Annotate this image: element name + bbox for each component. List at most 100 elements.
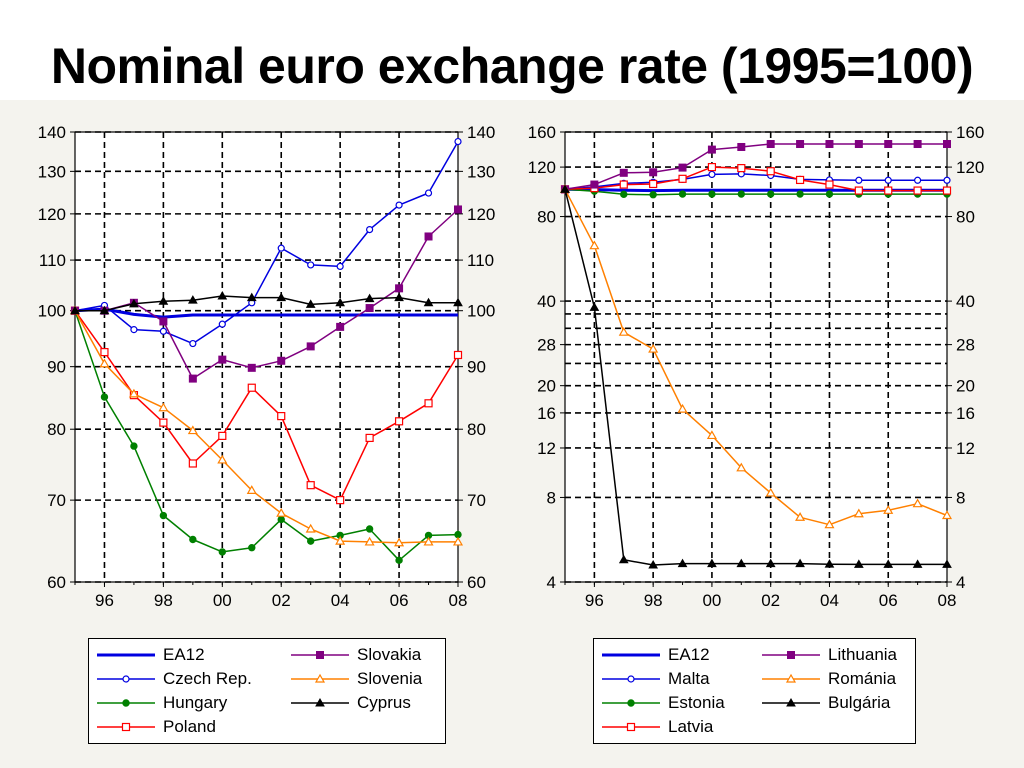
data-point-lithuania bbox=[854, 140, 863, 149]
right-chart-legend: EA12 Malta Estonia Latvia Lithuania Románia Bu… bbox=[593, 638, 916, 744]
y-tick-label-left: 140 bbox=[38, 123, 66, 142]
y-tick-label-left: 160 bbox=[528, 123, 556, 142]
series-line-malta bbox=[564, 173, 947, 191]
y-tick-label-right: 130 bbox=[467, 162, 495, 181]
data-point-romania bbox=[677, 403, 688, 413]
series-line-latvia bbox=[564, 166, 947, 192]
data-point-slovenia bbox=[423, 536, 434, 546]
legend-label: Poland bbox=[163, 717, 216, 736]
data-point-estonia bbox=[708, 190, 716, 198]
data-point-estonia bbox=[737, 190, 746, 198]
data-point-estonia bbox=[678, 190, 687, 198]
x-tick-label: 06 bbox=[879, 591, 898, 610]
legend-item-latvia: Latvia bbox=[600, 715, 713, 739]
legend-swatch bbox=[97, 699, 155, 707]
data-point-lithuania bbox=[825, 140, 834, 149]
data-point-poland bbox=[424, 399, 433, 408]
series-line-slovakia bbox=[75, 208, 459, 380]
data-point-bulgaria bbox=[824, 559, 835, 568]
data-point-czech-rep bbox=[218, 320, 226, 328]
series-slovenia bbox=[69, 305, 464, 547]
legend-marker bbox=[626, 722, 636, 732]
data-point-bulgaria bbox=[560, 184, 570, 193]
data-point-romania bbox=[589, 240, 600, 250]
y-tick-label-right: 80 bbox=[956, 208, 975, 227]
plot-frame bbox=[564, 131, 948, 583]
legend-item-hungary: Hungary bbox=[95, 691, 227, 715]
legend-marker bbox=[121, 722, 131, 732]
data-point-lithuania bbox=[796, 140, 805, 149]
series-line-romania bbox=[564, 188, 948, 526]
legend-item-cyprus: Cyprus bbox=[289, 691, 411, 715]
data-point-poland bbox=[336, 496, 345, 505]
legend-label: Lithuania bbox=[828, 645, 898, 664]
data-point-hungary bbox=[218, 548, 227, 556]
legend-label: Estonia bbox=[668, 693, 725, 712]
y-tick-label-left: 90 bbox=[47, 358, 66, 377]
data-point-slovenia bbox=[99, 358, 110, 368]
data-point-hungary bbox=[159, 511, 168, 520]
legend-label: Cyprus bbox=[357, 693, 411, 712]
legend-item-slovenia: Slovenia bbox=[289, 667, 422, 691]
data-point-malta bbox=[914, 176, 922, 184]
data-point-estonia bbox=[649, 190, 657, 199]
data-point-hungary bbox=[277, 515, 285, 524]
data-point-bulgaria bbox=[589, 302, 600, 311]
data-point-poland bbox=[277, 411, 286, 421]
data-point-poland bbox=[365, 433, 374, 443]
data-point-romania bbox=[853, 508, 864, 518]
data-point-czech-rep bbox=[277, 244, 285, 252]
data-point-lithuania bbox=[619, 168, 628, 177]
data-point-bulgaria bbox=[853, 559, 864, 568]
legend-marker bbox=[786, 697, 796, 707]
data-point-slovakia bbox=[247, 363, 256, 372]
data-point-latvia bbox=[678, 174, 687, 183]
y-tick-label-right: 90 bbox=[467, 358, 486, 377]
x-tick-label: 08 bbox=[449, 591, 468, 610]
data-point-romania bbox=[706, 430, 717, 440]
y-tick-label-right: 160 bbox=[956, 123, 984, 142]
data-point-lithuania bbox=[649, 168, 658, 177]
data-point-slovakia bbox=[336, 322, 345, 331]
y-tick-label-left: 20 bbox=[537, 377, 556, 396]
data-point-hungary bbox=[306, 537, 315, 545]
data-point-malta bbox=[708, 170, 716, 179]
legend-item-romania: Románia bbox=[760, 667, 896, 691]
legend-swatch bbox=[97, 722, 155, 732]
data-point-poland bbox=[453, 350, 463, 360]
series-line-czech-rep bbox=[74, 141, 459, 345]
data-point-lithuania bbox=[590, 180, 599, 189]
data-point-slovakia bbox=[218, 355, 227, 364]
legend-swatch bbox=[762, 651, 820, 659]
legend-item-ea12: EA12 bbox=[95, 643, 205, 667]
data-point-malta bbox=[884, 176, 892, 184]
right-chart-panel: 4 4 8 8 12 12 16 16 20 20 28 28 40 40 80 80 120 120 160 160… bbox=[512, 115, 1024, 625]
plot-area bbox=[75, 132, 458, 582]
data-point-slovenia bbox=[217, 454, 228, 464]
y-tick-label-right: 70 bbox=[467, 491, 486, 510]
x-tick-label: 04 bbox=[331, 591, 350, 610]
legend-swatch bbox=[602, 699, 660, 707]
legend-swatch bbox=[602, 653, 660, 657]
data-point-romania bbox=[912, 498, 923, 508]
y-tick-label-right: 16 bbox=[956, 404, 975, 423]
data-point-poland bbox=[218, 431, 227, 440]
legend-label: Czech Rep. bbox=[163, 669, 252, 688]
data-point-poland bbox=[247, 383, 256, 392]
data-point-slovenia bbox=[128, 388, 139, 398]
data-point-slovakia bbox=[277, 356, 286, 365]
data-point-bulgaria bbox=[736, 558, 747, 568]
y-tick-label-left: 80 bbox=[47, 420, 66, 439]
data-point-lithuania bbox=[943, 140, 951, 149]
legend-swatch bbox=[602, 722, 660, 732]
legend-marker bbox=[627, 699, 635, 707]
data-point-poland bbox=[394, 417, 404, 426]
data-point-estonia bbox=[766, 190, 775, 198]
data-point-lithuania bbox=[678, 163, 687, 172]
data-point-slovenia bbox=[246, 485, 257, 494]
y-tick-label-left: 100 bbox=[38, 302, 66, 321]
data-point-cyprus bbox=[70, 305, 80, 315]
legend-marker bbox=[122, 675, 130, 683]
data-point-cyprus bbox=[276, 292, 287, 302]
data-point-lithuania bbox=[737, 142, 746, 151]
